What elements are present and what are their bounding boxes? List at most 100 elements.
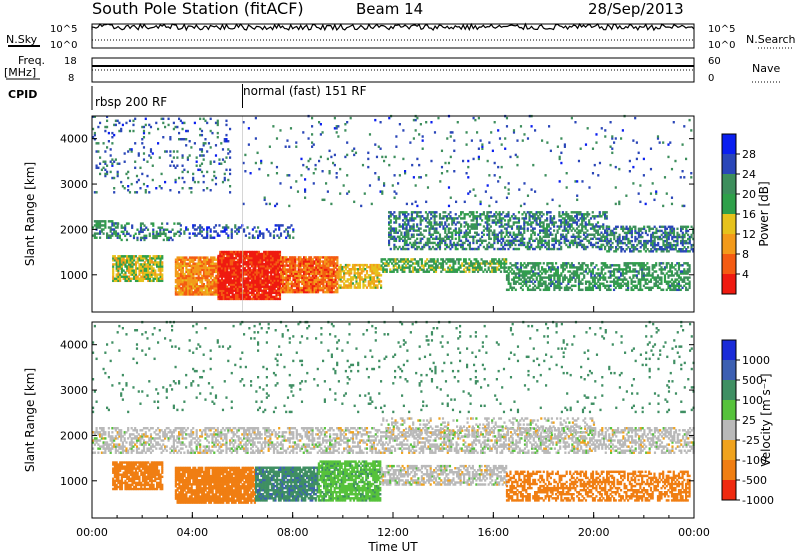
data-cell xyxy=(225,226,228,229)
data-cell xyxy=(278,287,282,290)
data-cell xyxy=(604,284,607,288)
data-cell xyxy=(306,286,309,290)
data-cell xyxy=(259,267,262,270)
data-cell xyxy=(514,217,517,220)
data-cell xyxy=(278,263,282,266)
data-cell xyxy=(178,256,181,259)
data-cell xyxy=(353,263,356,267)
data-cell xyxy=(608,225,611,229)
data-cell xyxy=(315,284,318,288)
data-cell xyxy=(159,269,162,272)
data-cell xyxy=(539,262,542,265)
data-cell xyxy=(310,262,313,265)
data-cell xyxy=(202,283,206,286)
data-cell xyxy=(155,234,158,238)
data-cell xyxy=(463,233,466,236)
data-cell xyxy=(688,235,691,239)
data-cell xyxy=(111,222,114,225)
data-cell xyxy=(114,222,117,225)
data-cell xyxy=(176,270,179,274)
data-cell xyxy=(271,267,274,270)
data-cell xyxy=(549,282,552,285)
data-cell xyxy=(288,286,292,290)
data-cell xyxy=(213,293,216,296)
data-cell xyxy=(606,237,609,241)
data-cell xyxy=(549,247,552,251)
data-cell xyxy=(593,282,596,285)
data-cell xyxy=(188,293,191,296)
data-cell xyxy=(405,241,408,245)
data-cell xyxy=(444,235,447,239)
data-cell xyxy=(343,270,346,273)
data-cell xyxy=(581,229,584,232)
data-cell xyxy=(185,280,188,284)
data-cell xyxy=(514,247,517,251)
data-cell xyxy=(456,231,459,234)
data-cell xyxy=(542,282,545,285)
data-cell xyxy=(463,264,466,267)
data-cell xyxy=(372,282,376,285)
data-cell xyxy=(641,243,644,247)
data-cell xyxy=(398,213,401,216)
data-cell xyxy=(317,258,320,261)
data-cell xyxy=(161,275,164,278)
data-cell xyxy=(507,235,510,239)
data-cell xyxy=(438,221,442,224)
data-cell xyxy=(554,221,557,224)
data-cell xyxy=(173,234,176,238)
data-cell xyxy=(264,293,267,297)
data-cell xyxy=(596,229,600,232)
data-cell xyxy=(376,272,379,275)
data-cell xyxy=(618,233,621,237)
data-cell xyxy=(233,269,236,272)
data-cell xyxy=(277,293,280,297)
data-cell xyxy=(180,270,183,274)
data-cell xyxy=(243,277,246,280)
data-cell xyxy=(634,229,637,233)
data-cell xyxy=(378,272,381,275)
data-cell xyxy=(560,247,563,251)
data-cell xyxy=(546,288,549,292)
data-cell xyxy=(454,245,457,249)
data-cell xyxy=(275,250,278,254)
data-cell xyxy=(154,275,157,278)
data-cell xyxy=(126,265,129,268)
data-cell xyxy=(112,275,115,278)
data-cell xyxy=(290,266,293,269)
data-cell xyxy=(311,260,314,263)
data-cell xyxy=(180,280,183,284)
data-cell xyxy=(294,268,297,271)
data-cell xyxy=(547,229,550,232)
data-cell xyxy=(428,219,431,222)
data-cell xyxy=(598,213,601,216)
data-cell xyxy=(542,288,545,292)
data-cell xyxy=(570,229,573,232)
data-cell xyxy=(240,275,243,278)
data-cell xyxy=(480,268,483,271)
data-cell xyxy=(676,237,679,241)
data-cell xyxy=(653,231,656,235)
data-cell xyxy=(486,247,489,251)
data-cell xyxy=(402,239,405,243)
data-cell xyxy=(567,278,570,281)
data-cell xyxy=(159,228,162,231)
data-cell xyxy=(639,239,642,243)
data-cell xyxy=(318,258,321,261)
data-cell xyxy=(496,239,499,243)
data-cell xyxy=(287,290,290,294)
data-cell xyxy=(324,256,327,259)
data-cell xyxy=(185,278,188,282)
data-cell xyxy=(226,258,229,262)
data-cell xyxy=(181,262,184,265)
data-cell xyxy=(247,273,250,276)
data-cell xyxy=(346,270,349,273)
data-cell xyxy=(168,238,171,242)
data-cell xyxy=(275,285,278,288)
data-cell xyxy=(630,231,633,235)
data-cell xyxy=(297,280,300,284)
data-cell xyxy=(549,217,552,220)
data-cell xyxy=(614,282,617,285)
data-cell xyxy=(634,246,637,249)
data-cell xyxy=(424,270,427,273)
data-cell xyxy=(488,231,491,234)
